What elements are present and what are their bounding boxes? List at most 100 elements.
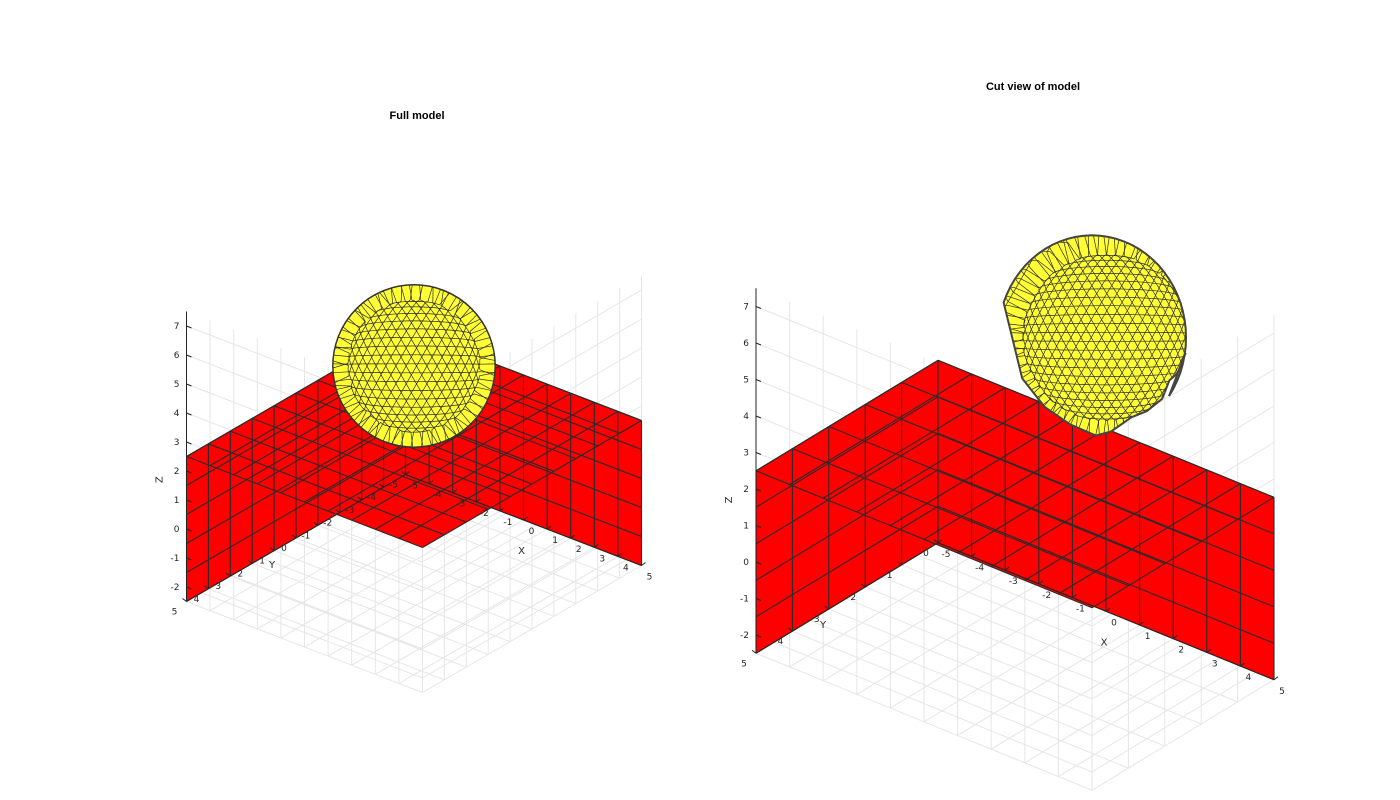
z-tick-label: -2 — [740, 631, 749, 641]
sphere-surface — [332, 284, 496, 448]
y-tick-label: 3 — [814, 615, 820, 625]
z-tick — [755, 598, 762, 601]
panel-title-cut: Cut view of model — [986, 81, 1080, 93]
x-tick-label: 3 — [1212, 659, 1218, 669]
y-tick — [313, 521, 319, 526]
y-tick-label: 4 — [194, 595, 200, 605]
x-tick — [1038, 580, 1044, 585]
x-tick — [1240, 662, 1245, 667]
y-tick — [204, 585, 209, 590]
z-tick — [755, 379, 762, 382]
y-tick — [379, 483, 384, 488]
z-tick-label: 4 — [743, 412, 749, 422]
x-tick — [1072, 594, 1077, 598]
y-tick — [933, 539, 939, 544]
z-tick-label: 0 — [174, 525, 180, 535]
y-tick-label: 5 — [741, 659, 747, 669]
x-tick-label: -5 — [942, 550, 951, 560]
y-tick — [357, 496, 363, 501]
x-tick-label: -4 — [975, 564, 984, 574]
z-tick — [186, 586, 192, 590]
z-tick — [755, 452, 762, 455]
x-tick — [971, 553, 976, 557]
z-tick-label: 2 — [174, 467, 180, 477]
z-tick-label: 1 — [174, 496, 180, 506]
y-tick-label: 2 — [237, 569, 243, 579]
x-tick-label: 5 — [647, 573, 653, 583]
x-tick — [405, 471, 410, 475]
x-tick-label: -5 — [409, 482, 418, 492]
x-tick — [1004, 566, 1010, 571]
y-tick-label: 4 — [778, 637, 784, 647]
y-tick — [824, 605, 830, 610]
z-tick — [186, 528, 192, 532]
z-tick-label: 6 — [743, 339, 749, 349]
z-tick-label: -1 — [171, 554, 180, 564]
y-tick-label: 0 — [281, 544, 287, 554]
x-tick-label: -1 — [1076, 605, 1085, 615]
axes — [751, 288, 1279, 681]
x-tick-label: -3 — [456, 500, 465, 510]
y-tick-label: -4 — [367, 493, 376, 503]
y-tick-label: 0 — [923, 549, 929, 559]
y-tick — [788, 627, 793, 632]
y-tick-label: -3 — [345, 506, 354, 516]
z-tick-label: 1 — [743, 522, 749, 532]
sphere-outline — [332, 284, 496, 448]
y-tick — [291, 534, 297, 539]
y-tick — [269, 547, 275, 552]
z-tick — [755, 415, 762, 419]
x-tick-label: 2 — [1178, 646, 1184, 656]
y-tick — [401, 471, 406, 475]
z-axis-label: Z — [155, 476, 166, 483]
y-tick-label: -5 — [389, 481, 398, 491]
z-tick — [186, 354, 192, 358]
y-tick-label: -1 — [301, 531, 310, 541]
y-tick-label: 3 — [215, 582, 221, 592]
z-tick — [186, 383, 192, 387]
panel-full-graphics: -5 -4 -3 -2 -1 0 1 2 3 4 5 -5 -4 -3 -2 -1 0 1 2 3 4 5 -2 -1 0 1 2 3… — [155, 275, 653, 693]
x-tick — [617, 553, 623, 557]
x-tick — [546, 525, 552, 530]
panel-cut-view: Cut view of model -5 -4 -3 -2 -1 0 1 2 3 4 5 0 1 2 3 4 5… — [724, 81, 1285, 791]
x-tick-label: 2 — [576, 545, 582, 555]
z-tick-label: 6 — [174, 351, 180, 361]
sphere-mesh — [332, 284, 496, 448]
z-tick — [755, 306, 762, 309]
z-tick — [186, 325, 192, 329]
x-tick — [570, 534, 576, 539]
x-tick — [523, 516, 528, 521]
panel-cut-graphics: -5 -4 -3 -2 -1 0 1 2 3 4 5 0 1 2 3 4 5 -2 -1 0 1 2 3 4 5 6 7 X Y Z — [724, 234, 1285, 791]
z-tick — [186, 441, 192, 445]
z-tick-label: -2 — [171, 583, 180, 593]
z-tick — [755, 342, 762, 346]
y-axis-line — [755, 542, 939, 654]
y-tick-label: 2 — [850, 593, 856, 603]
x-axis-label: X — [518, 546, 525, 557]
x-tick-label: 4 — [623, 563, 629, 573]
y-tick — [860, 583, 866, 588]
z-tick-label: 7 — [743, 303, 749, 313]
x-tick — [641, 562, 646, 566]
x-tick — [475, 498, 481, 503]
x-tick-label: -4 — [433, 491, 442, 501]
y-tick-label: -2 — [323, 519, 332, 529]
y-axis-label: Y — [819, 620, 827, 631]
y-tick — [751, 649, 757, 654]
x-tick — [1172, 635, 1178, 640]
tick-labels: -5 -4 -3 -2 -1 0 1 2 3 4 5 0 1 2 3 4 5 -2 -1 0 1 2 3 4 5 6 7 X Y Z — [724, 303, 1285, 697]
y-tick — [226, 572, 231, 577]
x-tick — [1139, 621, 1144, 626]
x-tick-label: -2 — [480, 509, 489, 519]
x-axis-label: X — [1101, 637, 1108, 648]
x-tick — [499, 507, 505, 512]
x-tick — [1105, 607, 1111, 612]
x-tick — [593, 543, 599, 548]
panel-full-model: Full model -5 -4 -3 -2 -1 0 1 2 3 4 5 -5 -4 -3 -2 -1 0 1 2… — [155, 110, 653, 693]
tick-labels: -5 -4 -3 -2 -1 0 1 2 3 4 5 -5 -4 -3 -2 -1 0 1 2 3 4 5 -2 -1 0 1 2 3… — [155, 322, 653, 618]
z-tick — [186, 499, 192, 503]
x-tick-label: 1 — [552, 536, 558, 546]
z-tick-label: 5 — [174, 380, 180, 390]
x-tick — [1273, 676, 1279, 681]
z-axis-label: Z — [724, 496, 735, 503]
